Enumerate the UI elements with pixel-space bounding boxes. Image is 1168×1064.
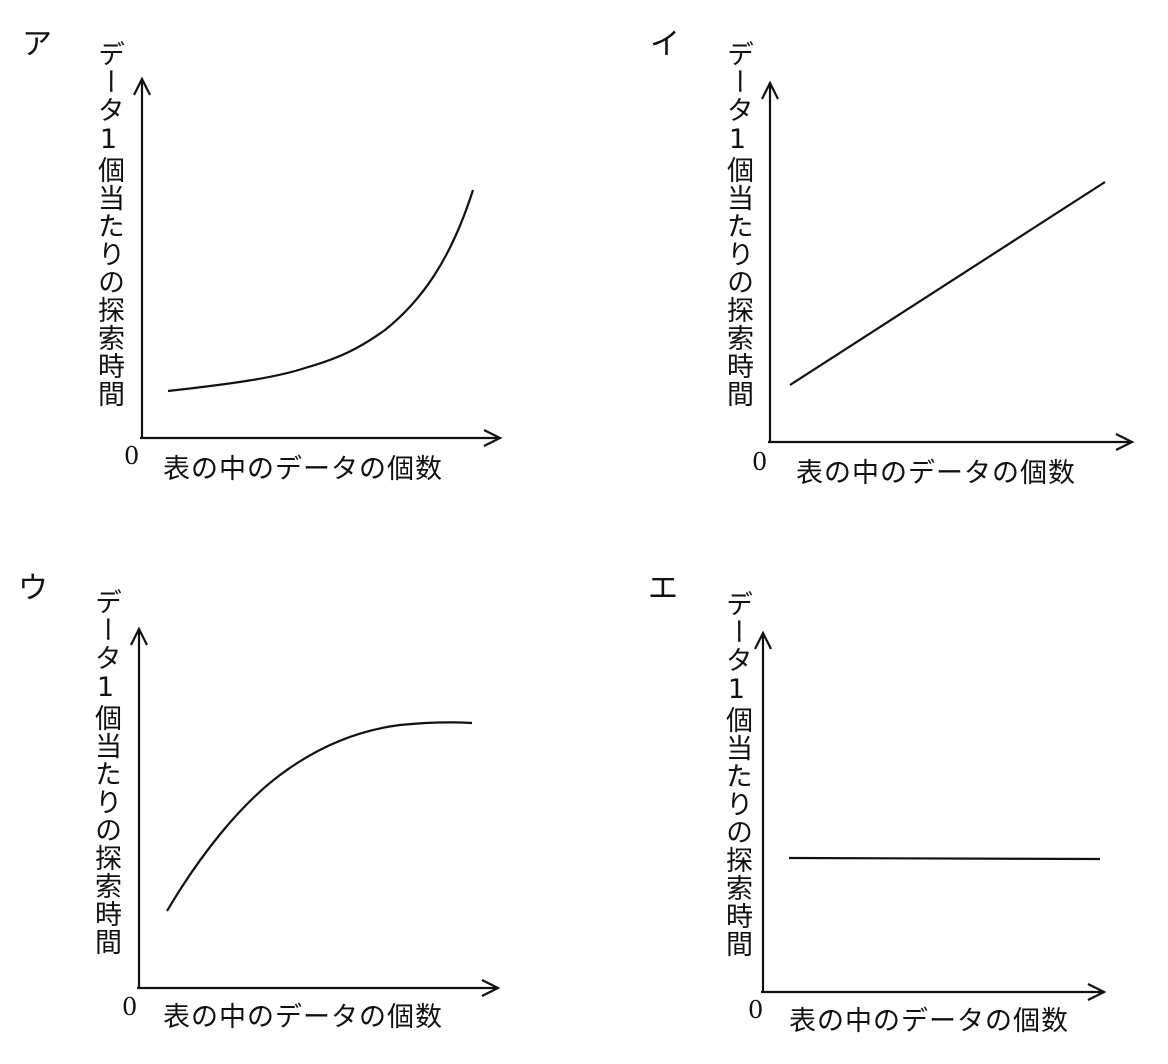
data-line (789, 181, 1106, 386)
choice-label: エ (648, 571, 678, 606)
y-axis-arrow-icon (754, 630, 772, 650)
x-axis-arrow-icon (1087, 983, 1107, 1001)
choice-label: ウ (18, 571, 48, 606)
y-axis-label: データ1個当たりの探索時間 (722, 40, 753, 408)
x-axis-label: 表の中のデータの個数 (789, 1006, 1069, 1037)
x-axis-arrow-icon (1115, 433, 1135, 451)
x-axis-label: 表の中のデータの個数 (163, 1002, 443, 1033)
y-axis-arrow-icon (133, 76, 151, 96)
choice-label: イ (650, 27, 680, 62)
y-axis-arrow-icon (761, 80, 779, 100)
x-axis-arrow-icon (483, 429, 503, 447)
data-curve (167, 189, 475, 393)
data-curve (166, 721, 473, 912)
origin-label: 0 (752, 448, 768, 476)
y-axis-label: データ1個当たりの探索時間 (90, 588, 121, 956)
choice-label: ア (22, 27, 52, 62)
data-line (788, 856, 1101, 861)
origin-label: 0 (122, 993, 138, 1021)
y-axis-label: データ1個当たりの探索時間 (721, 590, 752, 958)
x-axis-label: 表の中のデータの個数 (796, 458, 1076, 489)
x-axis-label: 表の中のデータの個数 (163, 454, 443, 485)
origin-label: 0 (124, 442, 140, 470)
origin-label: 0 (748, 996, 764, 1024)
y-axis-arrow-icon (130, 626, 148, 646)
x-axis-arrow-icon (481, 979, 501, 997)
y-axis-label: データ1個当たりの探索時間 (93, 40, 124, 408)
